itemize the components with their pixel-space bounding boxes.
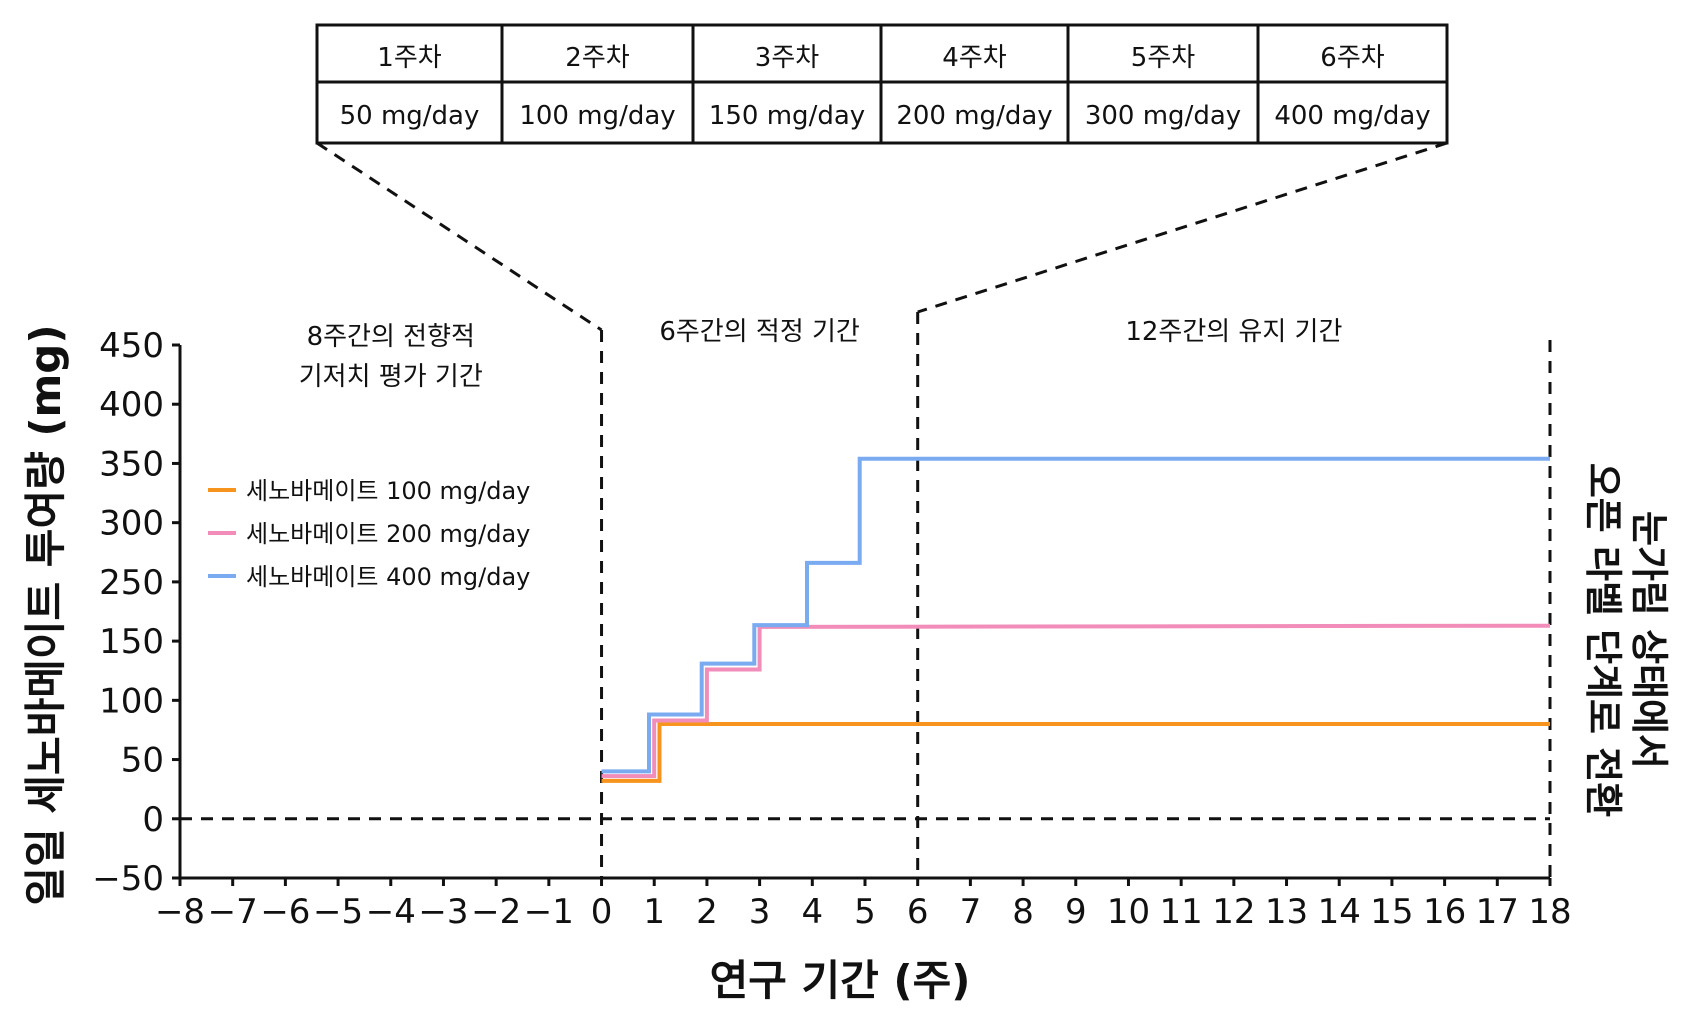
legend-label: 세노바메이트 400 mg/day <box>246 563 530 591</box>
zoom-connector-lines <box>316 141 1448 332</box>
y-tick-label: 150 <box>99 622 164 662</box>
x-tick-label: 8 <box>1012 892 1034 932</box>
x-tick-label: 13 <box>1265 892 1308 932</box>
x-axis-title: 연구 기간 (주) <box>710 956 971 1005</box>
x-tick-label: 1 <box>643 892 665 932</box>
legend: 세노바메이트 100 mg/day 세노바메이트 200 mg/day 세노바메이트… <box>208 477 530 591</box>
x-tick-label: 12 <box>1212 892 1255 932</box>
x-tick-label: 17 <box>1476 892 1519 932</box>
y-tick-label: 300 <box>99 504 164 544</box>
y-axis-title: 일일 세노바메이트 투여량 (mg) <box>21 324 70 905</box>
x-tick-label: −2 <box>471 892 521 932</box>
series-layer <box>601 456 1551 783</box>
side-label-line: 눈가림 상태에서 <box>1627 511 1671 769</box>
x-tick-label: 18 <box>1528 892 1571 932</box>
table-header-cell: 3주차 <box>755 43 819 73</box>
x-tick-label: 7 <box>960 892 982 932</box>
x-tick-label: 6 <box>907 892 929 932</box>
x-tick-label: 3 <box>749 892 771 932</box>
x-tick-label: 10 <box>1107 892 1150 932</box>
series-line <box>601 722 1550 783</box>
x-tick-label: −7 <box>208 892 258 932</box>
y-tick-label: 0 <box>142 800 164 840</box>
y-tick-label: −50 <box>92 859 164 899</box>
table-dose-cell: 200 mg/day <box>896 101 1052 131</box>
x-tick-label: 2 <box>696 892 718 932</box>
series-line <box>601 623 1551 779</box>
x-tick-label: 11 <box>1160 892 1203 932</box>
legend-label: 세노바메이트 100 mg/day <box>246 477 530 505</box>
x-tick-label: −6 <box>260 892 310 932</box>
x-tick-label: −4 <box>366 892 416 932</box>
y-tick-label: 400 <box>99 385 164 425</box>
table-dose-cell: 150 mg/day <box>709 101 865 131</box>
reference-lines <box>180 312 1552 878</box>
table-header-cell: 6주차 <box>1320 43 1384 73</box>
table-header-cell: 5주차 <box>1131 43 1195 73</box>
side-label-line: 오픈 라벨 단계로 전환 <box>1581 463 1625 817</box>
legend-label: 세노바메이트 200 mg/day <box>246 520 530 548</box>
x-tick-label: −5 <box>313 892 363 932</box>
table-header-cell: 4주차 <box>942 43 1006 73</box>
x-tick-label: 15 <box>1370 892 1413 932</box>
period-label: 12주간의 유지 기간 <box>1125 317 1342 347</box>
x-tick-label: 16 <box>1423 892 1466 932</box>
x-tick-label: 9 <box>1065 892 1087 932</box>
x-tick-label: 4 <box>801 892 823 932</box>
series-line <box>601 456 1550 774</box>
x-tick-label: −8 <box>155 892 205 932</box>
table-header-cell: 1주차 <box>377 43 441 73</box>
dose-table: 1주차 50 mg/day 2주차 100 mg/day 3주차 150 mg/day 4주… <box>315 23 1449 145</box>
x-tick-label: −1 <box>524 892 574 932</box>
table-dose-cell: 400 mg/day <box>1274 101 1430 131</box>
table-dose-cell: 300 mg/day <box>1085 101 1241 131</box>
x-tick-label: 0 <box>591 892 613 932</box>
period-label: 6주간의 적정 기간 <box>659 317 860 347</box>
zoom-line-right <box>917 141 1448 314</box>
x-tick-label: 5 <box>854 892 876 932</box>
table-dose-cell: 50 mg/day <box>340 101 480 131</box>
period-label: 8주간의 전향적 <box>307 322 475 352</box>
y-tick-label: 250 <box>99 563 164 603</box>
y-tick-label: 100 <box>99 681 164 721</box>
x-tick-label: −3 <box>418 892 468 932</box>
period-label: 기저치 평가 기간 <box>299 362 483 392</box>
table-header-cell: 2주차 <box>565 43 629 73</box>
y-tick-label: 450 <box>99 326 164 366</box>
x-tick-label: 14 <box>1318 892 1361 932</box>
y-tick-label: 350 <box>99 444 164 484</box>
table-dose-cell: 100 mg/day <box>519 101 675 131</box>
zoom-line-left <box>316 141 603 332</box>
y-tick-label: 50 <box>121 741 164 781</box>
